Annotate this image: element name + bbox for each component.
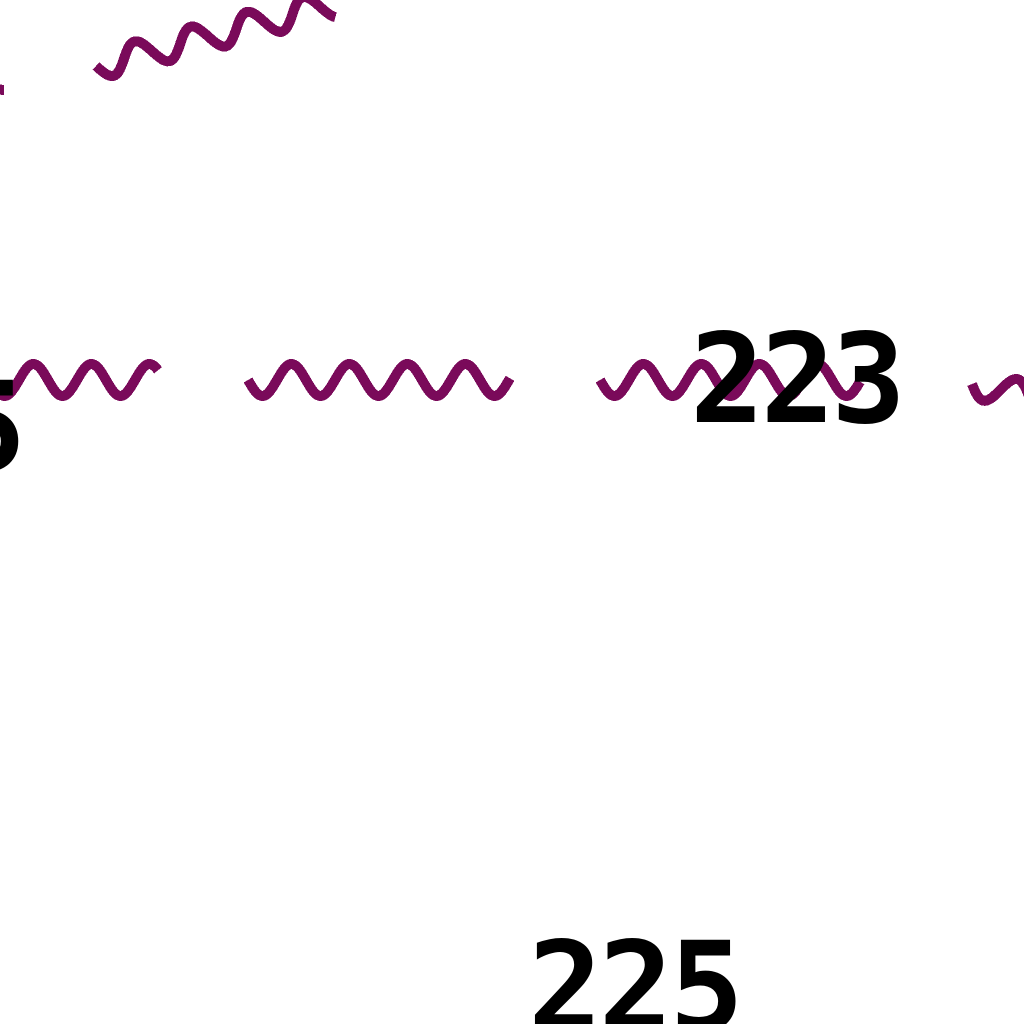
boundary-wave-corner (0, 84, 5, 95)
boundary-wave-seg-2 (243, 358, 515, 402)
spot-label-edge: 5 (0, 366, 27, 490)
boundary-wave-seg-3 (595, 358, 865, 402)
boundary-wave-seg-4 (967, 373, 1024, 406)
spot-label-225: 225 (528, 916, 744, 1024)
boundary-wave-diagonal (92, 0, 337, 81)
spot-label-223: 223 (690, 308, 906, 452)
boundary-wave-seg-1 (0, 358, 162, 402)
